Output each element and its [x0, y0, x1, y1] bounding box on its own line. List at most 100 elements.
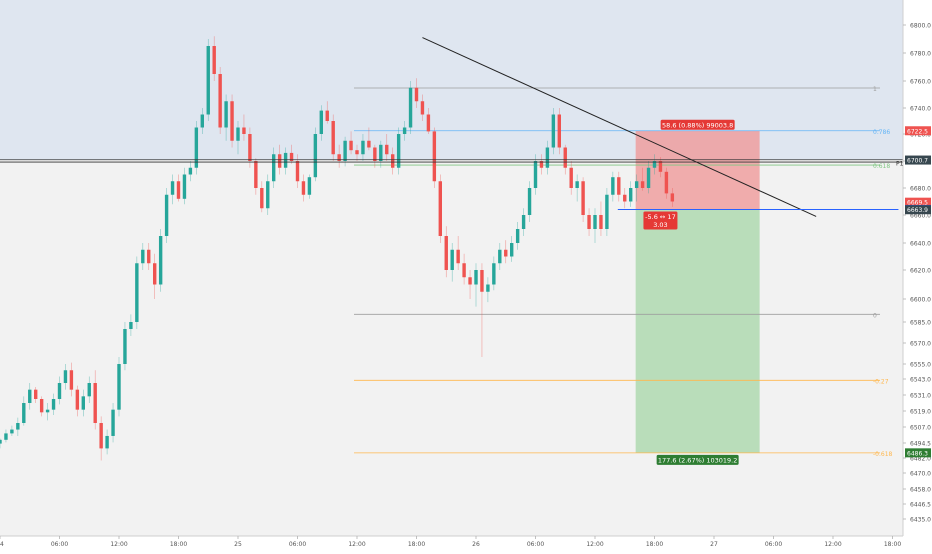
candle-down — [438, 181, 442, 236]
candle-up — [158, 236, 163, 285]
y-tick-label: 6555.0 — [910, 362, 931, 369]
y-tick-label: 6585.0 — [910, 320, 931, 327]
candle-up — [521, 215, 526, 229]
candle-up — [28, 389, 32, 403]
candle-down — [569, 167, 573, 188]
candle-down — [230, 101, 234, 141]
y-tick-label: 6519.0 — [910, 409, 931, 416]
candle-up — [634, 181, 639, 188]
candle-up — [10, 429, 14, 434]
x-tick-label: 06:00 — [527, 541, 544, 548]
candle-up — [486, 284, 490, 292]
candle-up — [319, 110, 323, 134]
x-tick-label: 06:00 — [765, 541, 782, 548]
candle-down — [385, 144, 389, 155]
y-axis-panel — [903, 0, 932, 536]
price-label: 6669.5 — [907, 200, 928, 207]
price-label-bg — [905, 205, 931, 215]
x-axis-panel — [0, 536, 932, 550]
candle-down — [563, 147, 567, 168]
y-tick-label: 6494.5 — [910, 441, 931, 448]
x-tick-label: 18:00 — [646, 541, 663, 548]
candle-up — [0, 439, 2, 444]
x-tick-label: 24 — [0, 541, 4, 548]
candle-up — [123, 329, 127, 364]
candle-up — [575, 181, 579, 188]
price-label: 6663.9 — [907, 207, 928, 214]
candle-up — [135, 263, 139, 322]
candle-down — [432, 131, 437, 182]
candle-up — [200, 114, 204, 128]
candle-down — [640, 181, 645, 188]
target-label-bg — [656, 454, 739, 465]
x-tick-label: 18:00 — [884, 541, 901, 548]
candle-up — [498, 249, 502, 264]
y-tick-label: 6531.0 — [910, 393, 931, 400]
target-label-text: 177.6 (2.67%) 103019.2 — [658, 456, 737, 464]
y-tick-label: 6640.0 — [910, 241, 931, 248]
candle-down — [557, 114, 561, 148]
candle-down — [289, 152, 294, 161]
x-tick-label: 12:00 — [586, 541, 603, 548]
candle-up — [450, 249, 454, 270]
y-tick-label: 6446.5 — [910, 502, 931, 509]
x-tick-label: 06:00 — [289, 541, 306, 548]
price-label-bg — [905, 197, 931, 207]
candle-up — [515, 229, 520, 243]
candle-down — [355, 150, 359, 155]
candle-up — [307, 177, 312, 195]
take-profit-zone — [635, 209, 760, 453]
candle-up — [206, 46, 210, 115]
candle-down — [664, 171, 669, 194]
candle-down — [260, 188, 264, 209]
candle-up — [57, 383, 62, 399]
candle-down — [93, 383, 97, 423]
stop-label-bg — [660, 119, 735, 130]
candle-down — [295, 161, 300, 182]
y-tick-label: 6680.0 — [910, 186, 931, 193]
y-tick-label: 6620.0 — [910, 268, 931, 275]
y-tick-label: 6780.0 — [910, 51, 931, 58]
y-tick-label: 6435.0 — [910, 517, 931, 524]
candle-down — [349, 140, 353, 151]
candle-down — [75, 389, 80, 410]
candle-up — [87, 383, 91, 397]
candle-up — [611, 177, 615, 195]
y-tick-label: 6470.0 — [910, 471, 931, 478]
candle-down — [504, 249, 508, 257]
candle-down — [69, 370, 74, 390]
candle-down — [331, 121, 335, 155]
x-tick-label: 26 — [472, 541, 480, 548]
candle-down — [337, 154, 341, 161]
candle-up — [492, 263, 496, 285]
candle-down — [587, 215, 591, 229]
candle-down — [599, 215, 603, 229]
candle-up — [629, 188, 633, 202]
candle-up — [646, 167, 651, 188]
fib-level-label: -0.27 — [873, 378, 889, 385]
fib-level-label: 0 — [873, 312, 877, 319]
x-tick-label: 18:00 — [408, 541, 425, 548]
fib-level-label: 0.618 — [873, 163, 890, 170]
candle-up — [545, 147, 550, 168]
upper-band — [0, 0, 903, 160]
candle-up — [182, 174, 187, 199]
p1-label: P1 — [896, 161, 904, 168]
candle-down — [391, 154, 395, 168]
trendline — [422, 37, 817, 217]
candle-down — [212, 46, 216, 74]
stop-label-text: 58.6 (0.88%) 99003.8 — [662, 121, 733, 129]
candle-up — [236, 127, 240, 141]
candle-up — [266, 181, 270, 209]
candle-up — [593, 215, 597, 229]
x-tick-label: 12:00 — [824, 541, 841, 548]
price-label-bg — [905, 126, 931, 136]
candle-up — [343, 140, 347, 161]
x-tick-label: 25 — [234, 541, 242, 548]
candle-up — [111, 409, 115, 436]
candle-down — [420, 101, 425, 115]
price-label: 6722.5 — [907, 128, 928, 135]
price-label-bg — [905, 448, 931, 458]
